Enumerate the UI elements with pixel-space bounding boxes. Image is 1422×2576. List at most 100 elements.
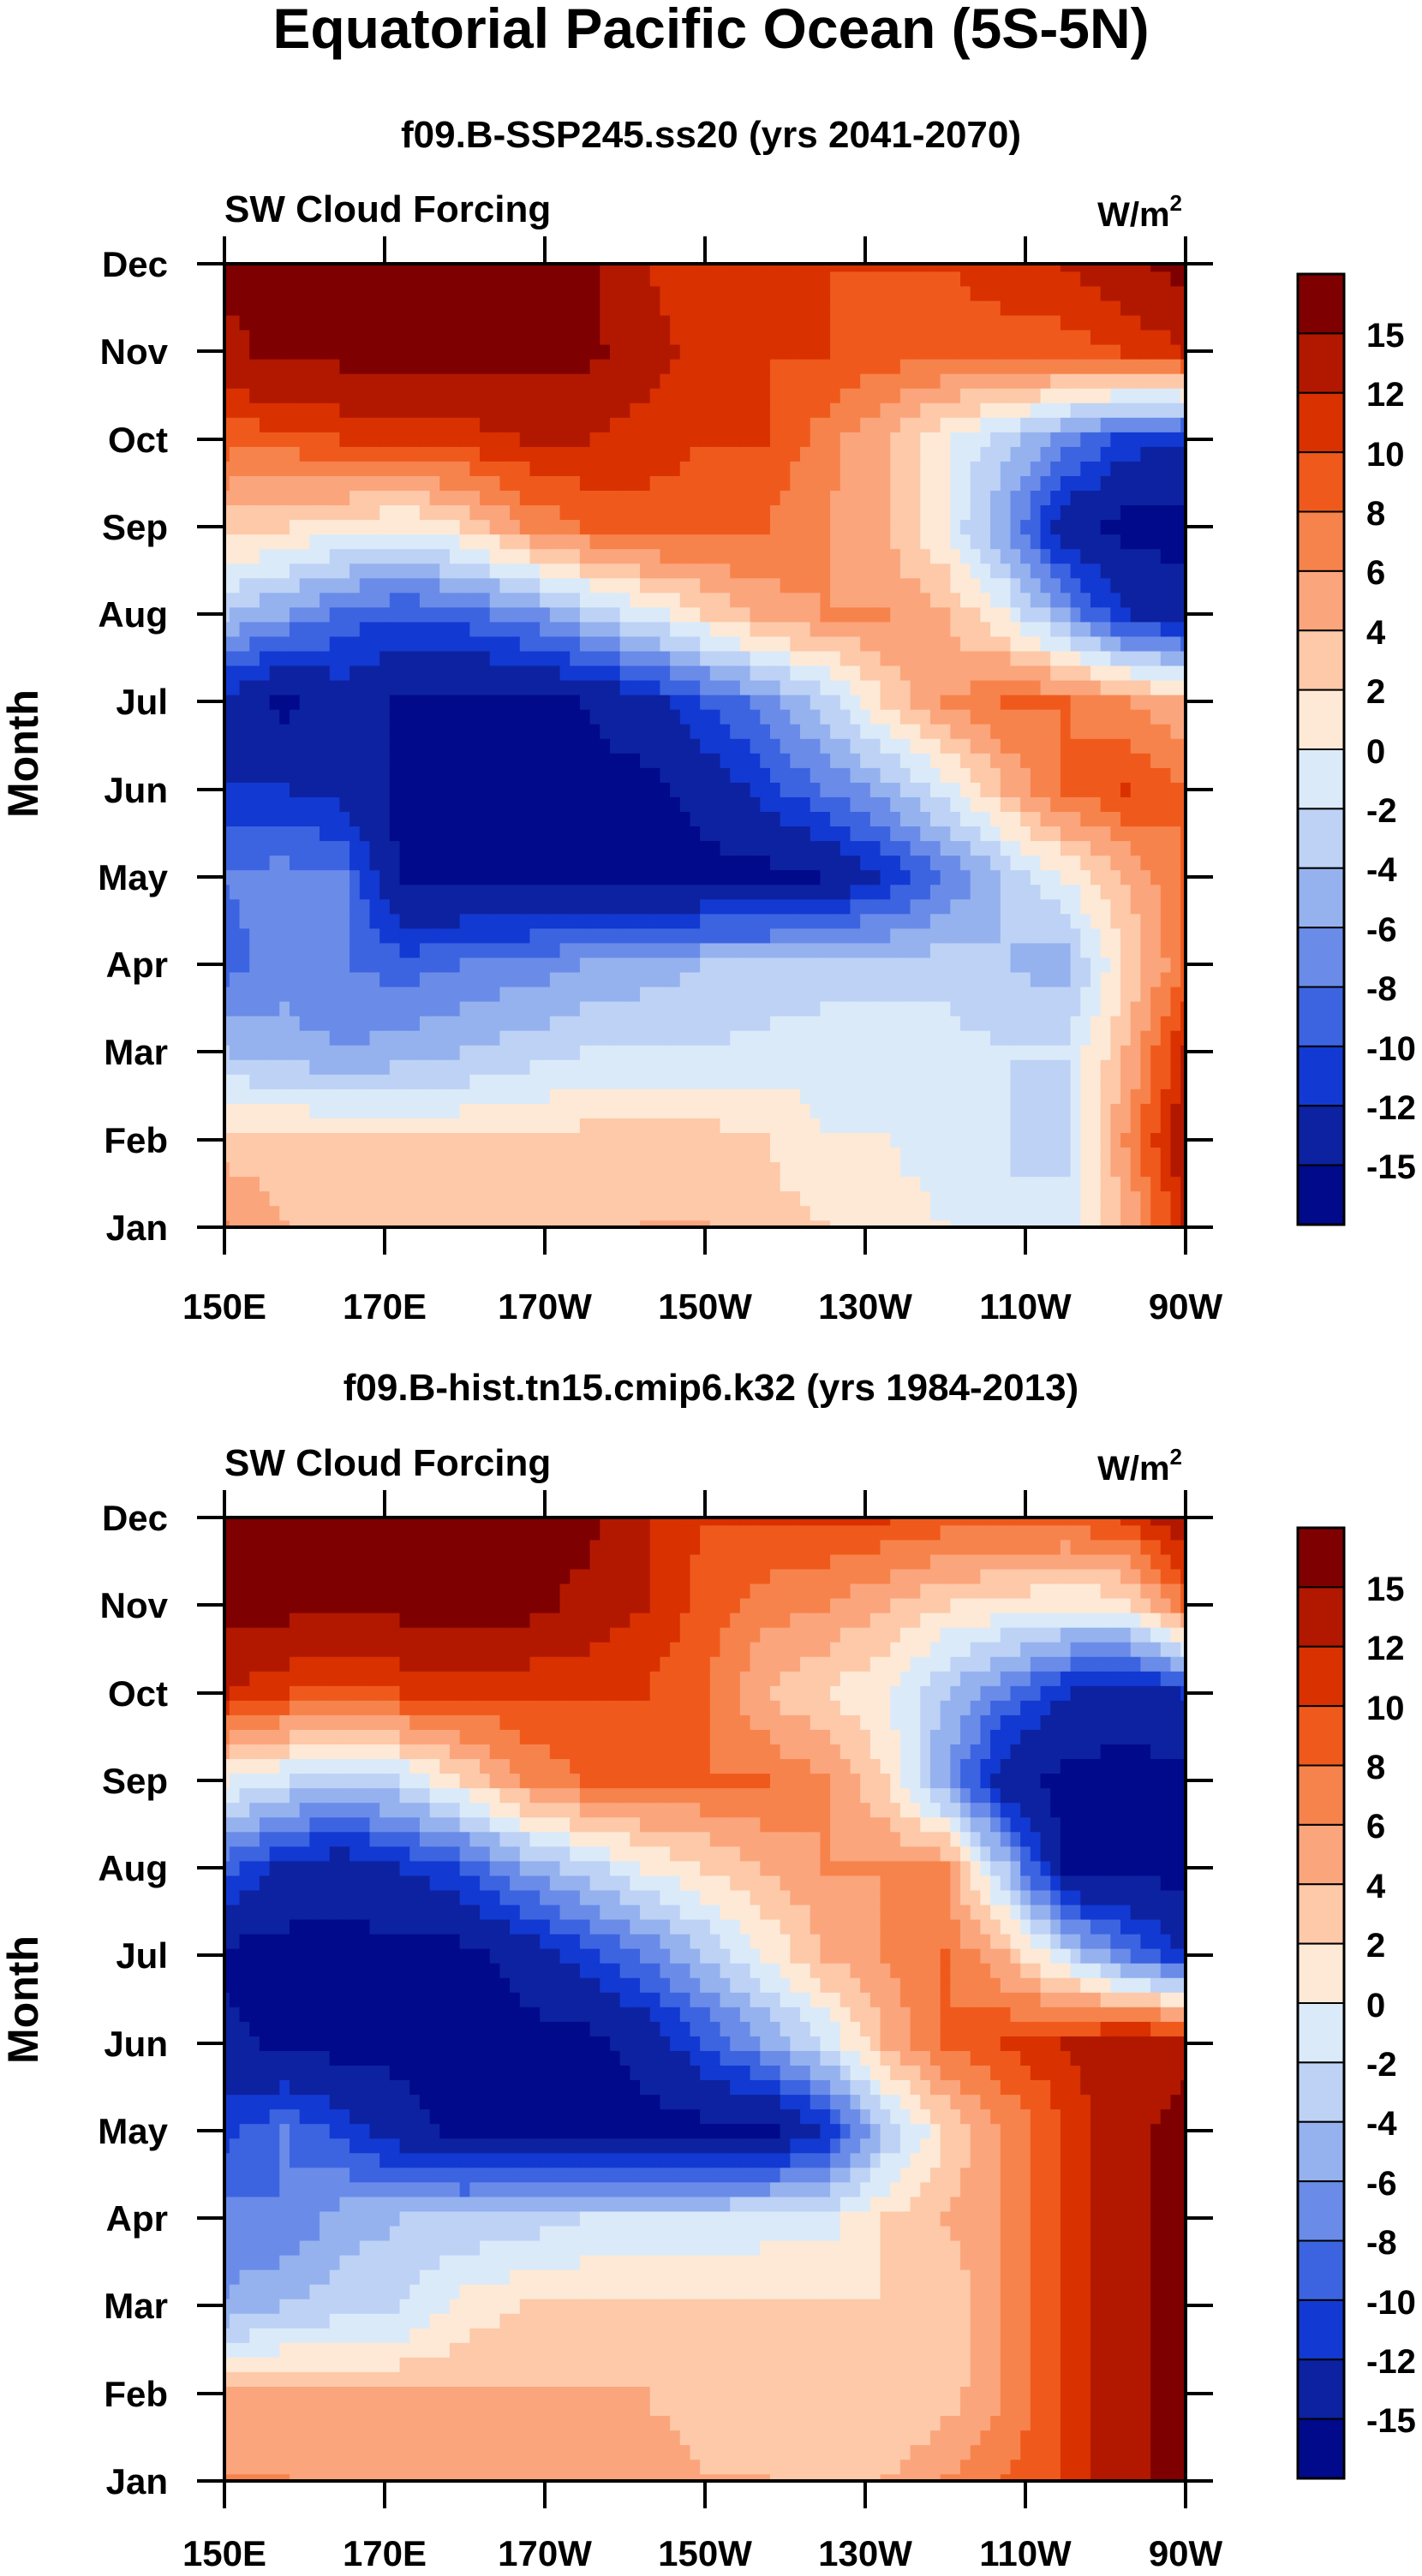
heatmap-cell — [320, 1044, 331, 1060]
heatmap-cell — [960, 490, 971, 506]
heatmap-cell — [950, 737, 961, 754]
heatmap-cell — [409, 490, 421, 506]
heatmap-cell — [459, 519, 471, 535]
heatmap-cell — [820, 898, 831, 915]
heatmap-cell — [429, 942, 441, 958]
heatmap-cell — [1110, 1000, 1121, 1017]
heatmap-cell — [630, 1190, 641, 1207]
heatmap-cell — [1060, 504, 1072, 521]
heatmap-cell — [379, 534, 391, 550]
heatmap-cell — [1170, 1132, 1181, 1148]
heatmap-cell — [640, 621, 651, 637]
heatmap-cell — [1130, 1161, 1142, 1178]
heatmap-cell — [359, 957, 371, 973]
heatmap-cell — [730, 1161, 741, 1178]
heatmap-cell — [1130, 855, 1142, 871]
heatmap-cell — [269, 563, 281, 579]
heatmap-cell — [1170, 884, 1181, 900]
heatmap-cell — [1180, 884, 1186, 900]
heatmap-cell — [279, 1205, 290, 1221]
heatmap-cell — [1100, 534, 1112, 550]
heatmap-cell — [489, 1029, 501, 1046]
heatmap-cell — [1070, 1118, 1082, 1134]
heatmap-cell — [920, 1058, 931, 1075]
heatmap-cell — [229, 490, 241, 506]
heatmap-cell — [510, 1088, 521, 1104]
heatmap-cell — [320, 650, 331, 666]
heatmap-cell — [519, 1058, 531, 1075]
heatmap-cell — [1180, 694, 1186, 710]
heatmap-cell — [269, 1103, 281, 1118]
heatmap-cell — [980, 767, 991, 783]
heatmap-cell — [690, 913, 701, 929]
heatmap-cell — [1180, 869, 1186, 886]
heatmap-cell — [1180, 548, 1186, 564]
heatmap-cell — [1160, 1190, 1172, 1207]
heatmap-cell — [1020, 898, 1031, 915]
heatmap-cell — [1080, 577, 1091, 593]
heatmap-cell — [1150, 592, 1162, 608]
heatmap-cell — [1050, 737, 1061, 754]
heatmap-cell — [570, 1161, 581, 1178]
heatmap-cell — [739, 723, 751, 739]
heatmap-cell — [990, 1205, 1001, 1221]
heatmap-cell — [379, 869, 391, 886]
heatmap-cell — [259, 577, 271, 593]
heatmap-cell — [259, 1029, 271, 1046]
heatmap-cell — [1140, 782, 1151, 797]
heatmap-cell — [830, 782, 841, 797]
heatmap-cell — [739, 986, 751, 1002]
heatmap-cell — [579, 767, 591, 783]
heatmap-cell — [350, 534, 361, 550]
heatmap-cell — [899, 913, 911, 929]
heatmap-cell — [409, 913, 421, 929]
heatmap-cell — [389, 621, 401, 637]
heatmap-cell — [950, 1161, 961, 1178]
heatmap-cell — [339, 1118, 350, 1134]
heatmap-cell — [690, 986, 701, 1002]
heatmap-cell — [760, 679, 771, 695]
heatmap-cell — [990, 1058, 1001, 1075]
heatmap-cell — [920, 621, 931, 637]
heatmap-cell — [1080, 753, 1091, 768]
heatmap-cell — [1120, 767, 1132, 783]
heatmap-cell — [1110, 971, 1121, 987]
heatmap-cell — [1080, 767, 1091, 783]
heatmap-cell — [529, 606, 541, 623]
heatmap-cell — [469, 1161, 481, 1178]
heatmap-cell — [929, 1103, 941, 1118]
heatmap-cell — [419, 1161, 431, 1178]
heatmap-cell — [409, 942, 421, 958]
heatmap-cell — [510, 957, 521, 973]
heatmap-cell — [519, 519, 531, 535]
heatmap-cell — [1010, 1074, 1021, 1089]
heatmap-cell — [1090, 796, 1102, 813]
heatmap-cell — [609, 1219, 621, 1227]
heatmap-cell — [559, 1219, 571, 1227]
heatmap-cell — [350, 898, 361, 915]
heatmap-cell — [970, 592, 982, 608]
heatmap-cell — [1000, 1219, 1012, 1227]
heatmap-cell — [1080, 1132, 1091, 1148]
heatmap-cell — [439, 1176, 451, 1192]
heatmap-cell — [1100, 563, 1112, 579]
heatmap-cell — [369, 957, 380, 973]
heatmap-cell — [510, 811, 521, 827]
heatmap-cell — [1090, 1058, 1102, 1075]
heatmap-cell — [780, 884, 792, 900]
heatmap-cell — [239, 1015, 251, 1031]
heatmap-cell — [780, 1074, 792, 1089]
heatmap-cell — [419, 621, 431, 637]
heatmap-cell — [880, 723, 892, 739]
heatmap-cell — [269, 1132, 281, 1148]
heatmap-cell — [299, 577, 311, 593]
heatmap-cell — [679, 1015, 691, 1031]
heatmap-cell — [510, 1044, 521, 1060]
heatmap-cell — [970, 1205, 982, 1221]
heatmap-cell — [1060, 679, 1072, 695]
heatmap-cell — [299, 1103, 311, 1118]
heatmap-cell — [980, 796, 991, 813]
heatmap-cell — [950, 519, 961, 535]
heatmap-cell — [1130, 884, 1142, 900]
heatmap-cell — [800, 1015, 811, 1031]
